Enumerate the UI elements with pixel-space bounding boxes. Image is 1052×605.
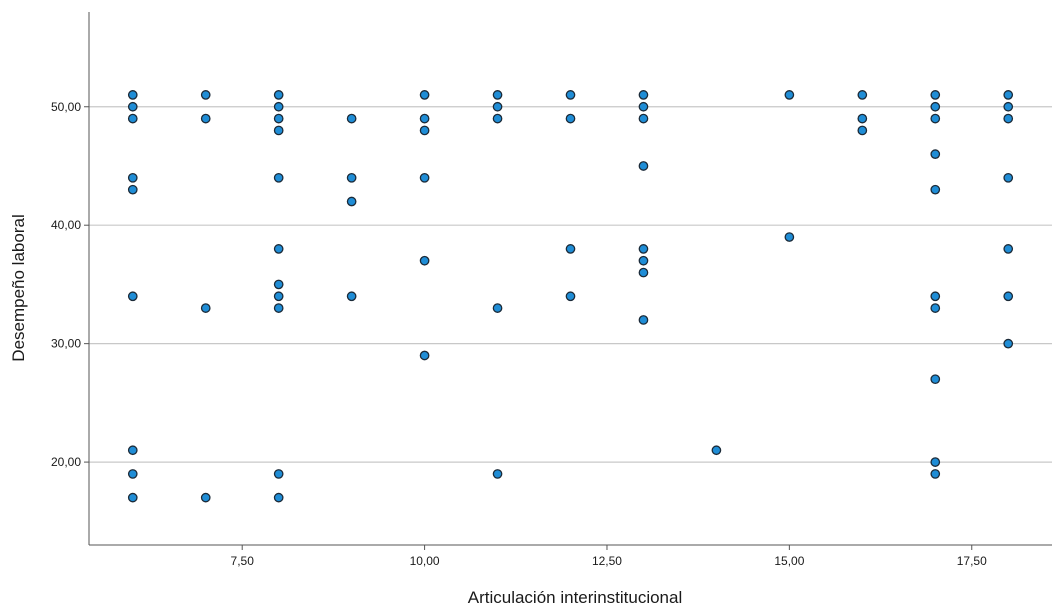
data-point xyxy=(565,291,576,302)
data-point xyxy=(492,101,503,112)
data-point xyxy=(930,457,941,467)
tick-labels: 20,00 30,00 40,00 50,00 7,50 10,00 12,50 15,00 1… xyxy=(51,100,987,568)
data-point xyxy=(273,303,284,313)
data-point xyxy=(565,90,576,100)
data-point xyxy=(1003,101,1014,112)
data-point xyxy=(127,492,138,503)
data-point xyxy=(638,315,649,325)
data-point xyxy=(419,90,430,100)
y-tick-label: 50,00 xyxy=(51,100,81,114)
data-point xyxy=(200,90,211,100)
data-point xyxy=(273,492,284,503)
data-point xyxy=(1003,338,1014,349)
data-point xyxy=(273,469,284,479)
data-point xyxy=(273,244,284,254)
data-point xyxy=(419,125,430,136)
x-tick-label: 7,50 xyxy=(231,554,255,568)
data-point xyxy=(930,303,941,313)
data-point xyxy=(638,267,649,278)
data-point xyxy=(200,113,211,124)
data-point xyxy=(857,90,868,100)
data-point xyxy=(857,113,868,124)
gridlines xyxy=(89,106,1052,463)
data-point xyxy=(127,445,138,456)
data-point xyxy=(638,244,649,254)
data-point xyxy=(492,469,503,479)
data-point xyxy=(273,113,284,124)
data-point xyxy=(711,445,722,456)
x-tick-label: 10,00 xyxy=(410,554,440,568)
x-tick-label: 15,00 xyxy=(774,554,804,568)
data-point xyxy=(127,291,138,302)
data-point xyxy=(346,113,357,124)
data-point xyxy=(127,172,138,183)
data-point xyxy=(127,469,138,479)
data-point xyxy=(784,90,795,100)
data-point xyxy=(638,161,649,171)
x-axis-title: Articulación interinstitucional xyxy=(468,588,683,605)
y-tick-label: 20,00 xyxy=(51,455,81,469)
data-point xyxy=(638,90,649,100)
data-point xyxy=(419,113,430,124)
data-point xyxy=(930,374,941,385)
data-point xyxy=(346,291,357,302)
data-point xyxy=(492,113,503,124)
data-point xyxy=(200,492,211,503)
data-point xyxy=(127,90,138,100)
data-point xyxy=(492,303,503,313)
data-point xyxy=(492,90,503,100)
data-point xyxy=(638,255,649,266)
data-point xyxy=(200,303,211,313)
data-point xyxy=(1003,113,1014,124)
data-point xyxy=(273,279,284,290)
data-point xyxy=(419,350,430,361)
x-tick-label: 12,50 xyxy=(592,554,622,568)
data-point xyxy=(930,149,941,159)
x-tick-label: 17,50 xyxy=(957,554,987,568)
data-point xyxy=(273,101,284,112)
data-point xyxy=(930,469,941,479)
data-point xyxy=(346,196,357,207)
data-point xyxy=(1003,244,1014,254)
data-point xyxy=(565,113,576,124)
data-point xyxy=(127,113,138,124)
data-point xyxy=(1003,291,1014,302)
data-point xyxy=(127,184,138,195)
data-point xyxy=(857,125,868,136)
data-point xyxy=(930,291,941,302)
data-point xyxy=(638,101,649,112)
data-point xyxy=(930,184,941,195)
data-point xyxy=(346,172,357,183)
data-point xyxy=(273,125,284,136)
data-point xyxy=(930,90,941,100)
data-point xyxy=(930,101,941,112)
data-point xyxy=(638,113,649,124)
data-point xyxy=(419,172,430,183)
data-point xyxy=(1003,90,1014,100)
data-points xyxy=(127,90,1014,503)
data-point xyxy=(930,113,941,124)
data-point xyxy=(273,90,284,100)
data-point xyxy=(273,291,284,302)
data-point xyxy=(784,232,795,242)
y-tick-label: 30,00 xyxy=(51,337,81,351)
y-tick-label: 40,00 xyxy=(51,218,81,232)
y-axis-title: Desempeño laboral xyxy=(9,214,28,361)
data-point xyxy=(419,255,430,266)
data-point xyxy=(273,172,284,183)
data-point xyxy=(1003,172,1014,183)
data-point xyxy=(127,101,138,112)
data-point xyxy=(565,244,576,254)
